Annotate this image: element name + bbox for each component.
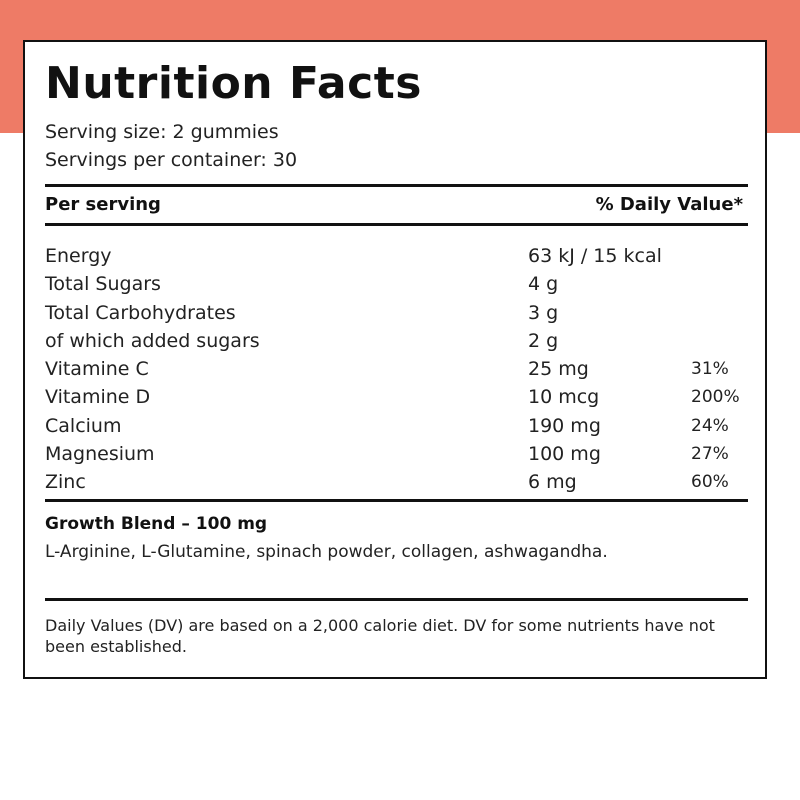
- nutrient-amount: 4 g: [528, 273, 559, 296]
- divider-footnote: [45, 598, 748, 601]
- nutrient-dv: 31%: [691, 359, 729, 380]
- nutrient-row-vitamin-c: Vitamine C 25 mg 31%: [45, 355, 745, 383]
- nutrient-name: Total Carbohydrates: [45, 301, 236, 324]
- nutrient-amount: 6 mg: [528, 471, 577, 494]
- page-title: Nutrition Facts: [45, 58, 422, 109]
- divider-nutrients: [45, 499, 748, 502]
- footnote: Daily Values (DV) are based on a 2,000 c…: [45, 616, 715, 656]
- nutrition-facts-panel: Nutrition Facts Serving size: 2 gummies …: [23, 40, 767, 679]
- nutrient-row-calcium: Calcium 190 mg 24%: [45, 412, 745, 440]
- nutrient-name: Calcium: [45, 414, 122, 437]
- daily-value-header: % Daily Value*: [595, 194, 743, 215]
- nutrient-dv: 60%: [691, 472, 729, 493]
- nutrient-name: Vitamine D: [45, 386, 151, 409]
- nutrient-row-energy: Energy 63 kJ / 15 kcal: [45, 242, 745, 270]
- divider-header: [45, 223, 748, 226]
- nutrient-name: Energy: [45, 245, 112, 267]
- serving-size: Serving size: 2 gummies: [45, 121, 279, 143]
- nutrient-amount: 10 mcg: [528, 386, 600, 409]
- nutrient-dv: 24%: [691, 415, 729, 436]
- nutrient-name: Magnesium: [45, 443, 155, 466]
- nutrient-row-total-carbohydrates: Total Carbohydrates 3 g: [45, 299, 745, 327]
- servings-per-container: Servings per container: 30: [45, 149, 298, 171]
- nutrient-amount: 63 kJ / 15 kcal: [528, 245, 662, 267]
- nutrient-name: of which added sugars: [45, 329, 260, 352]
- nutrient-dv: 27%: [691, 444, 729, 465]
- nutrient-amount: 25 mg: [528, 358, 589, 381]
- nutrient-amount: 2 g: [528, 329, 559, 352]
- nutrient-list: Energy 63 kJ / 15 kcal Total Sugars 4 g …: [45, 242, 745, 497]
- nutrient-row-total-sugars: Total Sugars 4 g: [45, 270, 745, 298]
- nutrient-dv: 200%: [691, 387, 740, 408]
- nutrient-row-added-sugars: of which added sugars 2 g: [45, 327, 745, 355]
- nutrient-name: Total Sugars: [45, 273, 161, 296]
- nutrient-row-magnesium: Magnesium 100 mg 27%: [45, 440, 745, 468]
- nutrient-name: Zinc: [45, 471, 86, 494]
- divider-top: [45, 184, 748, 187]
- blend-title: Growth Blend – 100 mg: [45, 514, 268, 534]
- table-header: Per serving % Daily Value*: [45, 192, 743, 218]
- nutrient-row-vitamin-d: Vitamine D 10 mcg 200%: [45, 383, 745, 411]
- blend-ingredients: L-Arginine, L-Glutamine, spinach powder,…: [45, 542, 608, 562]
- nutrient-row-zinc: Zinc 6 mg 60%: [45, 468, 745, 496]
- per-serving-header: Per serving: [45, 194, 161, 215]
- nutrient-amount: 100 mg: [528, 443, 601, 466]
- nutrient-amount: 190 mg: [528, 414, 601, 437]
- nutrient-name: Vitamine C: [45, 358, 149, 381]
- nutrient-amount: 3 g: [528, 301, 559, 324]
